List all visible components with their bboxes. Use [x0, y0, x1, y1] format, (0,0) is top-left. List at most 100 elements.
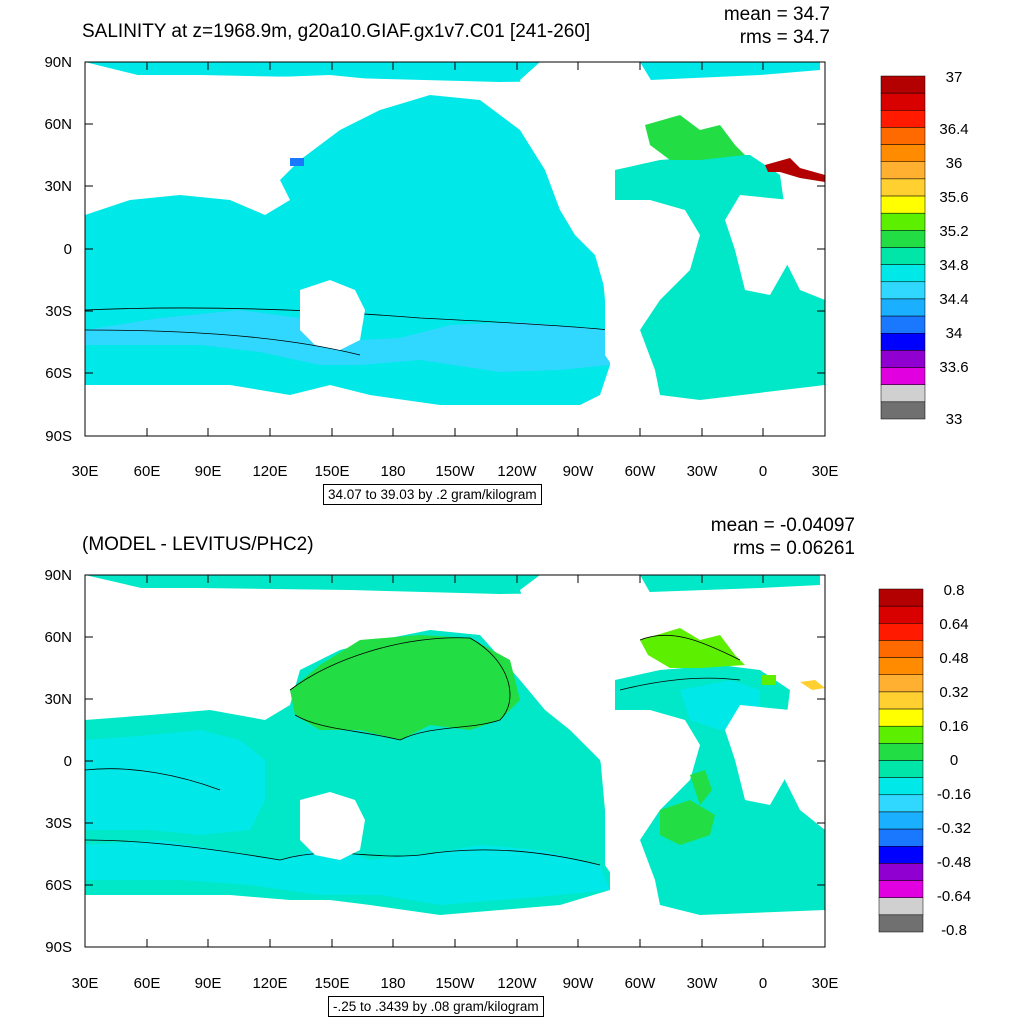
colorbar-swatch — [878, 623, 924, 641]
colorbar-swatch — [878, 605, 924, 624]
p2-lon-30e: 30E — [71, 975, 99, 992]
panel1-ticks — [85, 62, 825, 436]
p1-cb-label: 36 — [945, 155, 963, 172]
p2-cb-label: -0.48 — [936, 854, 972, 871]
panel1-mean: mean = 34.7 — [723, 4, 830, 25]
p2-lat-0: 0 — [63, 753, 72, 770]
p1-lat-60s: 60S — [45, 365, 72, 382]
colorbar-swatch — [878, 777, 924, 796]
p2-lon-90w: 90W — [562, 975, 594, 992]
panel1-rms: rms = 34.7 — [739, 27, 830, 48]
p2-lon-180: 180 — [380, 975, 406, 992]
p1-cb-label: 34.4 — [939, 291, 969, 308]
panel1-land — [85, 62, 820, 370]
p1-lon-30e: 30E — [71, 463, 99, 480]
p2-lon-120w: 120W — [497, 975, 537, 992]
p2-cb-label: 0.16 — [939, 718, 969, 735]
p1-lon-60w: 60W — [624, 463, 656, 480]
p2-lon-30e-right: 30E — [811, 975, 839, 992]
colorbar-swatch — [878, 708, 924, 727]
p2-cb-label: -0.8 — [941, 922, 967, 939]
panel1-ocean — [85, 62, 825, 405]
colorbar-swatch — [878, 760, 924, 778]
p1-lat-30n: 30N — [44, 178, 72, 195]
panel2-rms: rms = 0.06261 — [733, 538, 855, 559]
p1-lon-150e: 150E — [314, 463, 350, 480]
p1-lon-30e-right: 30E — [811, 463, 839, 480]
panel1-range-label: 34.07 to 39.03 by .2 gram/kilogram — [323, 484, 542, 505]
p2-lat-30n: 30N — [44, 691, 72, 708]
colorbar-swatch — [878, 897, 924, 916]
panel2-title: (MODEL - LEVITUS/PHC2) — [82, 534, 314, 555]
p2-lat-60s: 60S — [45, 877, 72, 894]
p2-cb-label: -0.64 — [936, 888, 972, 905]
panel1-title: SALINITY at z=1968.9m, g20a10.GIAF.gx1v7… — [82, 21, 591, 42]
panel2-colorbar — [878, 588, 924, 933]
colorbar-swatch — [878, 880, 924, 898]
colorbar-swatch — [878, 743, 924, 761]
p1-lon-60e: 60E — [133, 463, 161, 480]
p1-lon-180: 180 — [380, 463, 406, 480]
p2-cb-label: 0 — [949, 752, 959, 769]
colorbar-swatch — [878, 863, 924, 881]
colorbar-swatch — [878, 725, 924, 744]
p2-cb-label: -0.16 — [936, 786, 972, 803]
p1-cb-label: 34.8 — [939, 257, 969, 274]
p1-lat-90s: 90S — [45, 428, 72, 445]
p2-cb-label: -0.32 — [936, 820, 972, 837]
panel2-land — [85, 575, 820, 880]
p1-lon-150w: 150W — [435, 463, 475, 480]
p1-lon-120e: 120E — [252, 463, 288, 480]
colorbar-swatch — [880, 401, 926, 420]
p1-lon-90w: 90W — [562, 463, 594, 480]
p2-lon-90e: 90E — [194, 975, 222, 992]
p1-cb-label: 35.2 — [939, 223, 969, 240]
p2-lon-150w: 150W — [435, 975, 475, 992]
p2-lon-0: 0 — [758, 975, 768, 992]
p1-lat-0: 0 — [63, 241, 72, 258]
panel2-mean: mean = -0.04097 — [710, 515, 855, 536]
colorbar-swatch — [878, 811, 924, 830]
p1-cb-label: 33.6 — [939, 359, 969, 376]
colorbar-swatch — [878, 640, 924, 658]
p1-cb-label: 34 — [945, 325, 963, 342]
colorbar-swatch — [878, 674, 924, 693]
colorbar-swatch — [878, 828, 924, 847]
p1-cb-label: 35.6 — [939, 189, 969, 206]
colorbar-swatch — [878, 914, 924, 933]
p1-cb-label: 33 — [945, 411, 963, 428]
p2-lat-60n: 60N — [44, 629, 72, 646]
p2-lon-120e: 120E — [252, 975, 288, 992]
colorbar-swatch — [878, 846, 924, 864]
colorbar-swatch — [878, 588, 924, 607]
panel2-ocean — [85, 575, 825, 915]
p2-lon-60e: 60E — [133, 975, 161, 992]
p1-lat-60n: 60N — [44, 116, 72, 133]
p2-cb-label: 0.48 — [939, 650, 969, 667]
p2-lon-60w: 60W — [624, 975, 656, 992]
panel1-colorbar — [880, 75, 926, 420]
p2-lon-30w: 30W — [686, 975, 718, 992]
p1-lon-90e: 90E — [194, 463, 222, 480]
p2-lon-150e: 150E — [314, 975, 350, 992]
p1-lat-30s: 30S — [45, 303, 72, 320]
p1-lon-0: 0 — [758, 463, 768, 480]
colorbar-swatch — [878, 657, 924, 675]
p1-cb-label: 37 — [945, 69, 963, 86]
p2-lat-30s: 30S — [45, 815, 72, 832]
panel2-ticks — [85, 575, 825, 947]
colorbar-swatch — [878, 691, 924, 710]
p2-cb-label: 0.8 — [943, 582, 965, 599]
p1-lon-30w: 30W — [686, 463, 718, 480]
p2-lat-90n: 90N — [44, 567, 72, 584]
p2-cb-label: 0.32 — [939, 684, 969, 701]
p2-lat-90s: 90S — [45, 939, 72, 956]
p1-lon-120w: 120W — [497, 463, 537, 480]
panel2-range-label: -.25 to .3439 by .08 gram/kilogram — [328, 996, 544, 1017]
p1-lat-90n: 90N — [44, 54, 72, 71]
p1-cb-label: 36.4 — [939, 121, 969, 138]
p2-cb-label: 0.64 — [939, 616, 969, 633]
colorbar-swatch — [878, 794, 924, 813]
